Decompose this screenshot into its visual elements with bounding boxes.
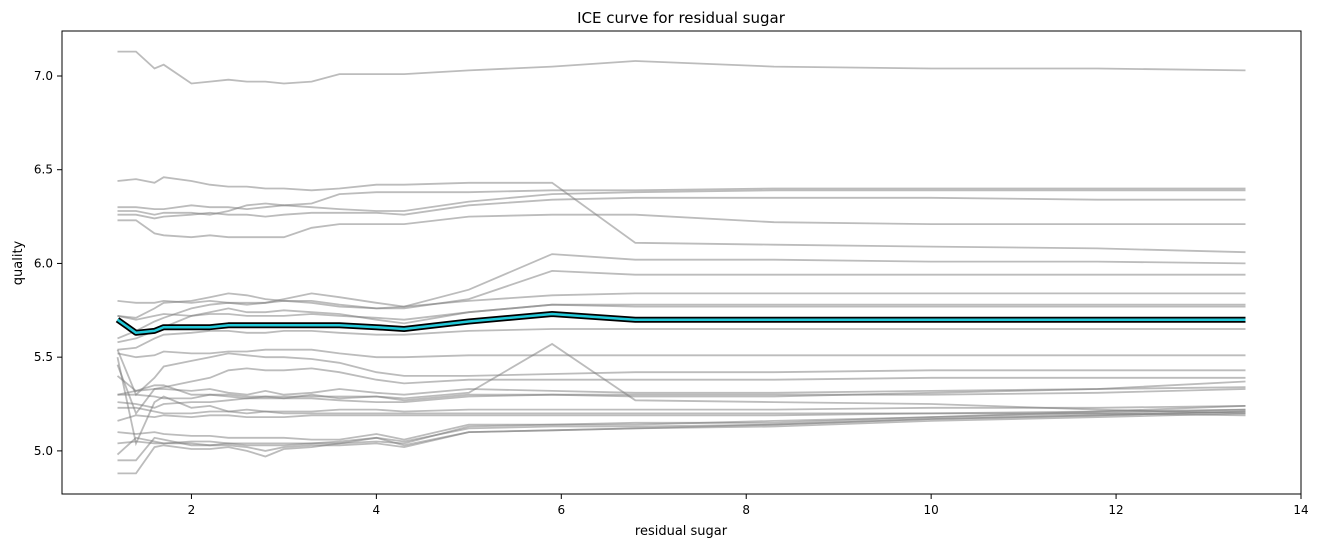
ice-line-4: [117, 189, 1246, 216]
ice-line-3: [117, 187, 1246, 211]
ice-line-8: [117, 269, 1246, 319]
plot-frame: [61, 30, 1302, 495]
ice-line-18: [117, 380, 1246, 409]
average-line-group: [115, 311, 1246, 336]
x-tick-label: 6: [557, 503, 565, 517]
x-tick-label: 4: [373, 503, 381, 517]
average-line: [116, 312, 1246, 335]
ice-line-25: [117, 410, 1246, 462]
x-tick-label: 8: [742, 503, 750, 517]
ice-line-16: [116, 375, 1246, 396]
ice-line-19: [116, 357, 1246, 447]
ice-line-13: [117, 348, 1246, 359]
ice-line-17: [117, 388, 1246, 403]
x-axis: 2 4 6 8 10 12 14: [188, 494, 1309, 517]
y-tick-label: 7.0: [34, 69, 53, 83]
ice-line-12: [117, 328, 1246, 351]
x-tick-label: 14: [1293, 503, 1308, 517]
ice-line-20: [117, 406, 1246, 415]
ice-line-14: [116, 349, 1246, 397]
ice-line-27: [117, 342, 1246, 415]
y-tick-label: 6.0: [34, 256, 53, 270]
ice-line-6: [117, 213, 1246, 239]
ice-line-1: [117, 50, 1246, 85]
y-tick-label: 5.0: [34, 444, 53, 458]
ice-line-10: [117, 303, 1246, 344]
y-tick-label: 6.5: [34, 163, 53, 177]
x-tick-label: 10: [924, 503, 939, 517]
ice-line-11: [117, 303, 1246, 321]
ice-line-21: [117, 412, 1246, 422]
x-tick-label: 12: [1108, 503, 1123, 517]
ice-lines-group: [116, 50, 1246, 475]
chart-title: ICE curve for residual sugar: [577, 9, 786, 27]
ice-line-2: [117, 176, 1246, 254]
ice-line-15: [116, 364, 1246, 416]
y-axis-label: quality: [11, 240, 26, 285]
ice-line-5: [117, 196, 1246, 220]
x-tick-label: 2: [188, 503, 196, 517]
x-axis-label: residual sugar: [635, 524, 728, 539]
y-axis: 5.0 5.5 6.0 6.5 7.0: [34, 69, 62, 458]
ice-line-26: [117, 412, 1246, 475]
y-tick-label: 5.5: [34, 350, 53, 364]
